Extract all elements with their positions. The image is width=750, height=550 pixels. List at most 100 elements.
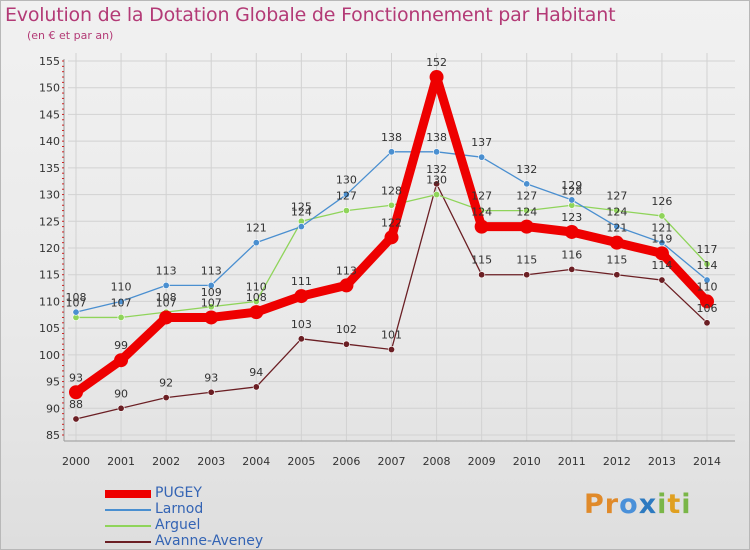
series-layer — [69, 70, 714, 423]
data-point-pugey — [429, 70, 444, 85]
data-point-pugey — [249, 305, 264, 320]
data-point-avanne-aveney — [613, 271, 621, 279]
x-tick-label: 2004 — [242, 455, 270, 468]
data-point-avanne-aveney — [387, 346, 395, 354]
data-label-pugey: 119 — [651, 232, 672, 245]
data-point-pugey — [384, 230, 399, 245]
logo-letter: x — [638, 489, 658, 520]
data-label-pugey: 107 — [156, 296, 177, 309]
data-point-pugey — [69, 385, 83, 400]
x-tick-label: 2011 — [558, 455, 586, 468]
data-point-pugey — [294, 289, 309, 304]
data-point-arguel — [342, 207, 350, 215]
data-point-pugey — [564, 224, 579, 239]
x-tick-label: 2014 — [693, 455, 721, 468]
data-point-pugey — [204, 310, 219, 325]
data-label-arguel: 126 — [651, 195, 672, 208]
x-tick-label: 2001 — [107, 455, 135, 468]
data-label-larnod: 129 — [561, 179, 582, 192]
legend-label: Arguel — [155, 517, 201, 533]
data-label-larnod: 137 — [471, 136, 492, 149]
data-label-larnod: 124 — [606, 206, 627, 219]
data-label-avanne-aveney: 94 — [249, 366, 263, 379]
x-tick-label: 2005 — [287, 455, 315, 468]
data-label-arguel: 127 — [336, 190, 357, 203]
data-point-avanne-aveney — [433, 180, 441, 188]
x-tick-label: 2007 — [378, 455, 406, 468]
data-label-pugey: 107 — [201, 296, 222, 309]
data-label-larnod: 108 — [66, 291, 87, 304]
y-tick-label: 90 — [46, 402, 60, 415]
data-label-pugey: 99 — [114, 339, 128, 352]
data-point-pugey — [474, 219, 489, 234]
data-label-larnod: 124 — [291, 206, 312, 219]
y-tick-label: 150 — [39, 82, 60, 95]
data-label-larnod: 113 — [201, 264, 222, 277]
y-tick-label: 95 — [46, 376, 60, 389]
data-point-pugey — [609, 235, 624, 250]
data-label-pugey: 93 — [69, 371, 83, 384]
proxiti-logo: Proxiti — [584, 489, 692, 520]
data-label-pugey: 152 — [426, 56, 447, 69]
x-tick-label: 2008 — [423, 455, 451, 468]
data-label-arguel: 109 — [201, 286, 222, 299]
data-label-arguel: 108 — [156, 291, 177, 304]
y-tick-label: 130 — [39, 189, 60, 202]
data-point-arguel — [387, 201, 395, 209]
axes: 85 90 95 100 105 110 115 120 125 130 135 140 145 150 1… — [39, 55, 735, 468]
data-point-avanne-aveney — [117, 404, 125, 412]
data-point-larnod — [387, 148, 395, 156]
data-point-avanne-aveney — [478, 271, 486, 279]
data-point-larnod — [117, 297, 125, 305]
data-label-avanne-aveney: 103 — [291, 318, 312, 331]
data-label-arguel: 128 — [561, 184, 582, 197]
data-label-pugey: 108 — [246, 291, 267, 304]
data-label-avanne-aveney: 102 — [336, 323, 357, 336]
data-point-avanne-aveney — [162, 394, 170, 402]
data-point-pugey — [654, 246, 669, 261]
data-point-pugey — [700, 294, 714, 309]
data-point-larnod — [342, 191, 350, 199]
data-point-pugey — [519, 219, 534, 234]
data-label-arguel: 128 — [381, 184, 402, 197]
x-tick-label: 2012 — [603, 455, 631, 468]
y-tick-label: 135 — [39, 162, 60, 175]
data-label-arguel: 107 — [66, 296, 87, 309]
data-point-larnod — [478, 153, 486, 161]
legend-swatch — [105, 525, 151, 527]
data-label-larnod: 110 — [111, 280, 132, 293]
chart-subtitle: (en € et par an) — [27, 29, 114, 42]
y-tick-label: 115 — [39, 269, 60, 282]
x-tick-label: 2003 — [197, 455, 225, 468]
data-label-avanne-aveney: 115 — [516, 254, 537, 267]
data-point-avanne-aveney — [72, 415, 80, 423]
data-label-arguel: 127 — [606, 190, 627, 203]
data-label-avanne-aveney: 115 — [606, 254, 627, 267]
data-label-larnod: 138 — [426, 131, 447, 144]
legend-label: PUGEY — [155, 485, 202, 501]
y-tick-label: 155 — [39, 55, 60, 68]
data-point-arguel — [658, 212, 666, 220]
data-point-arguel — [433, 191, 441, 199]
y-tick-label: 105 — [39, 322, 60, 335]
data-label-pugey: 111 — [291, 275, 312, 288]
data-point-avanne-aveney — [207, 388, 215, 396]
y-tick-label: 145 — [39, 108, 60, 121]
data-label-larnod: 114 — [697, 259, 718, 272]
data-point-arguel — [613, 207, 621, 215]
data-label-avanne-aveney: 88 — [69, 398, 83, 411]
chart-title: Evolution de la Dotation Globale de Fonc… — [5, 4, 616, 26]
data-label-arguel: 130 — [426, 174, 447, 187]
legend-swatch — [105, 509, 151, 511]
x-tick-label: 2013 — [648, 455, 676, 468]
data-label-avanne-aveney: 115 — [471, 254, 492, 267]
y-tick-label: 85 — [46, 429, 60, 442]
logo-letter: i — [657, 489, 668, 520]
data-label-avanne-aveney: 132 — [426, 163, 447, 176]
data-label-avanne-aveney: 114 — [651, 259, 672, 272]
data-point-larnod — [297, 223, 305, 231]
data-point-avanne-aveney — [252, 383, 260, 391]
data-point-avanne-aveney — [523, 271, 531, 279]
data-label-pugey: 123 — [561, 211, 582, 224]
